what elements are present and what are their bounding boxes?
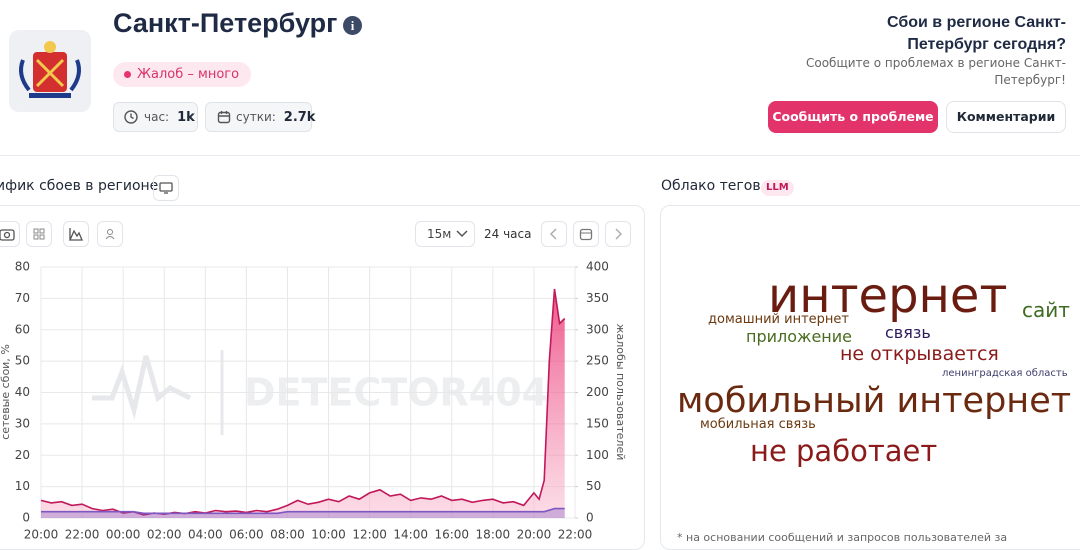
x-tick-label: 20:00 (517, 528, 552, 541)
grid (40, 266, 576, 519)
y-tick-label: 20 (15, 448, 30, 462)
tags-footnote: * на основании сообщений и запросов поль… (677, 531, 1008, 544)
x-tick-label: 06:00 (229, 528, 264, 541)
user-button[interactable] (97, 221, 123, 247)
y2-tick-label: 400 (586, 260, 609, 274)
llm-badge: LLM (761, 180, 794, 196)
report-button[interactable]: Сообщить о проблеме (768, 101, 938, 133)
tag[interactable]: мобильный интернет (677, 381, 1072, 421)
coat-of-arms (19, 41, 81, 98)
camera-button[interactable] (0, 221, 20, 247)
tag[interactable]: интернет (768, 268, 1008, 324)
x-tick-label: 20:00 (24, 528, 59, 541)
x-tick-label: 00:00 (106, 528, 141, 541)
y-tick-label: 60 (15, 322, 30, 336)
interval-select[interactable]: 15м (415, 221, 475, 247)
stat-day: сутки: 2.7k (205, 102, 315, 132)
camera-icon (0, 229, 15, 241)
tag[interactable]: ленинградская область (942, 368, 1068, 379)
y-axis-label: сетевые сбои, % (0, 344, 12, 440)
monitor-icon (159, 182, 173, 194)
next-button[interactable] (605, 221, 631, 247)
y-tick-label: 50 (15, 354, 30, 368)
outage-question: Сбои в регионе Санкт-Петербург сегодня? (887, 14, 1066, 53)
area-icon (68, 228, 83, 241)
x-tick-label: 08:00 (270, 528, 305, 541)
x-tick-label: 16:00 (434, 528, 469, 541)
stat-label: час: (144, 110, 170, 124)
y-tick-label: 30 (15, 416, 30, 430)
region-logo (9, 30, 91, 112)
y2-axis-label: жалобы пользователей (614, 324, 627, 461)
y2-tick-label: 250 (586, 354, 609, 368)
x-tick-label: 14:00 (393, 528, 428, 541)
tag[interactable]: домашний интернет (708, 312, 849, 327)
chart-panel-title: ифик сбоев в регионе (0, 178, 159, 194)
info-icon[interactable]: i (343, 16, 362, 35)
x-tick-label: 18:00 (476, 528, 511, 541)
comments-button[interactable]: Комментарии (946, 101, 1066, 133)
y-tick-label: 10 (15, 479, 30, 493)
stat-value: 2.7k (283, 110, 316, 125)
calendar-icon (217, 111, 231, 124)
y-tick-label: 0 (22, 511, 30, 525)
y2-tick-label: 150 (586, 416, 609, 430)
x-tick-label: 02:00 (147, 528, 182, 541)
stat-label: сутки: (236, 110, 276, 124)
y2-tick-label: 50 (586, 479, 601, 493)
y-tick-label: 80 (15, 260, 30, 274)
tag[interactable]: сайт (1022, 298, 1070, 322)
region-title: Санкт-Петербург (113, 8, 338, 38)
chevron-icon (456, 230, 468, 238)
interval-value: 15м (427, 227, 452, 241)
stat-value: 1k (177, 110, 195, 125)
tag[interactable]: не работает (750, 434, 938, 468)
clock-icon (124, 110, 138, 124)
display-toggle[interactable] (153, 175, 179, 201)
y-tick-label: 40 (15, 385, 30, 399)
x-tick-label: 22:00 (558, 528, 593, 541)
prev-icon (550, 228, 557, 240)
tag[interactable]: не открывается (840, 343, 999, 365)
outage-chart: DETECTOR404 сетевые сбои, % жалобы польз… (0, 260, 627, 541)
grid-icon (33, 228, 45, 240)
separator (0, 155, 1080, 156)
calendar-icon (579, 228, 593, 241)
tag[interactable]: мобильная связь (700, 417, 816, 432)
stat-hour: час: 1k (113, 102, 198, 132)
y-tick-label: 70 (15, 291, 30, 305)
y2-tick-label: 300 (586, 322, 609, 336)
user-icon (105, 229, 115, 240)
x-tick-label: 10:00 (311, 528, 346, 541)
area-button[interactable] (63, 221, 89, 247)
y2-tick-label: 200 (586, 385, 609, 399)
range-label: 24 часа (484, 227, 532, 241)
x-tick-label: 12:00 (352, 528, 387, 541)
y2-tick-label: 0 (586, 511, 594, 525)
y2-tick-label: 100 (586, 448, 609, 462)
tag[interactable]: приложение (746, 327, 852, 346)
next-icon (615, 228, 622, 240)
y2-tick-label: 350 (586, 291, 609, 305)
x-tick-label: 22:00 (65, 528, 100, 541)
calendar-button[interactable] (573, 221, 599, 247)
prev-button[interactable] (541, 221, 567, 247)
tag[interactable]: связь (885, 323, 931, 342)
series-area (41, 508, 565, 518)
grid-button[interactable] (26, 221, 52, 247)
x-tick-label: 04:00 (188, 528, 223, 541)
series-line (41, 507, 565, 515)
report-note: Сообщите о проблемах в регионе Санкт-Пет… (805, 56, 1066, 87)
status-badge: Жалоб – много (113, 62, 252, 87)
tags-title: Облако тегов (661, 178, 761, 194)
